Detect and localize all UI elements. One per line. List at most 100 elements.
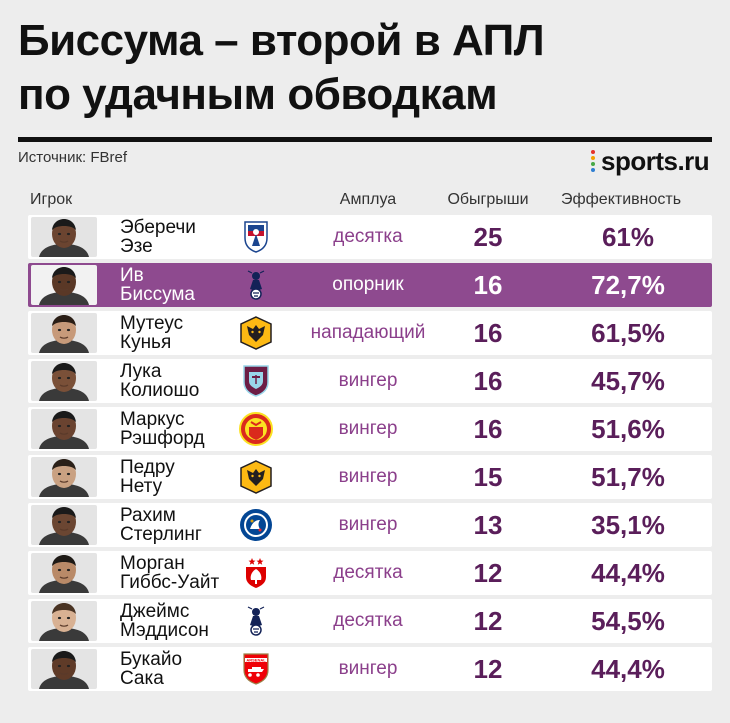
player-name: Букайо Сака xyxy=(120,650,182,688)
wolves-crest-icon xyxy=(238,459,274,495)
player-dribbles: 16 xyxy=(473,414,503,444)
player-efficiency: 44,4% xyxy=(591,558,665,588)
player-photo xyxy=(31,265,97,305)
player-last-name: Кунья xyxy=(120,332,172,353)
player-last-name: Стерлинг xyxy=(120,524,202,545)
player-dribbles: 16 xyxy=(473,366,503,396)
player-photo xyxy=(31,649,97,689)
svg-text:ARSENAL: ARSENAL xyxy=(246,657,266,662)
nottingham-forest-crest-icon xyxy=(238,555,274,591)
player-role: нападающий xyxy=(310,322,426,343)
player-efficiency: 61% xyxy=(601,222,655,252)
player-efficiency: 54,5% xyxy=(591,606,665,636)
brand-name: sports.ru xyxy=(601,145,710,176)
player-name: Джеймс Мэддисон xyxy=(120,602,209,640)
chelsea-crest-icon xyxy=(238,507,274,543)
table-row: Джеймс Мэддисон десятка 12 54,5% xyxy=(28,599,712,643)
player-name: Морган Гиббс-Уайт xyxy=(120,554,219,592)
page-title: Биссума – второй в АПЛ по удачным обводк… xyxy=(18,14,545,122)
player-efficiency: 51,6% xyxy=(591,414,665,444)
title-line-2: по удачным обводкам xyxy=(18,70,498,119)
player-dribbles: 16 xyxy=(473,318,503,348)
table-row: Морган Гиббс-Уайт десятка 12 44,4% xyxy=(28,551,712,595)
player-name: Ив Биссума xyxy=(120,266,195,304)
player-name: Педру Нету xyxy=(120,458,175,496)
arsenal-crest-icon: ARSENAL xyxy=(238,651,274,687)
player-first-name: Морган xyxy=(120,553,185,574)
table-row: Маркус Рэшфорд вингер 16 51,6% xyxy=(28,407,712,451)
player-photo xyxy=(31,457,97,497)
column-header-efficiency: Эффективность xyxy=(560,191,682,208)
player-photo xyxy=(31,361,97,401)
player-role: десятка xyxy=(333,562,403,583)
player-role: опорник xyxy=(332,274,404,295)
player-efficiency: 61,5% xyxy=(591,318,665,348)
player-last-name: Гиббс-Уайт xyxy=(120,572,220,593)
burnley-crest-icon xyxy=(238,363,274,399)
player-dribbles: 15 xyxy=(473,462,503,492)
player-photo xyxy=(31,505,97,545)
player-name: Рахим Стерлинг xyxy=(120,506,202,544)
player-dribbles: 12 xyxy=(473,558,503,588)
wolves-crest-icon xyxy=(238,315,274,351)
player-photo xyxy=(31,601,97,641)
tottenham-crest-icon xyxy=(238,603,274,639)
player-dribbles: 12 xyxy=(473,606,503,636)
player-first-name: Букайо xyxy=(120,649,183,670)
manchester-united-crest-icon xyxy=(238,411,274,447)
table-row: Букайо Сака ARSENAL вингер 12 44,4% xyxy=(28,647,712,691)
player-role: десятка xyxy=(333,226,403,247)
sports-ru-logo: sports.ru xyxy=(588,144,710,178)
player-efficiency: 35,1% xyxy=(591,510,665,540)
title-divider xyxy=(18,137,712,142)
column-header-role: Амплуа xyxy=(339,191,397,208)
player-photo xyxy=(31,553,97,593)
player-first-name: Лука xyxy=(120,361,162,382)
player-role: вингер xyxy=(338,466,398,487)
player-role: вингер xyxy=(338,514,398,535)
table-row: Мутеус Кунья нападающий 16 61,5% xyxy=(28,311,712,355)
player-role: вингер xyxy=(338,658,398,679)
player-role: вингер xyxy=(338,370,398,391)
player-dribbles: 12 xyxy=(473,654,503,684)
table-row: Эберечи Эзе десятка 25 61% xyxy=(28,215,712,259)
player-last-name: Нету xyxy=(120,476,163,497)
player-name: Эберечи Эзе xyxy=(120,218,196,256)
player-first-name: Джеймс xyxy=(120,601,190,622)
crystal-palace-crest-icon xyxy=(238,219,274,255)
player-efficiency: 45,7% xyxy=(591,366,665,396)
player-role: вингер xyxy=(338,418,398,439)
player-efficiency: 51,7% xyxy=(591,462,665,492)
player-first-name: Рахим xyxy=(120,505,176,526)
player-first-name: Эберечи xyxy=(120,217,196,238)
title-line-1: Биссума – второй в АПЛ xyxy=(18,16,545,65)
player-first-name: Ив xyxy=(120,265,144,286)
player-last-name: Колиошо xyxy=(120,380,200,401)
player-last-name: Сака xyxy=(120,668,164,689)
table-row: Педру Нету вингер 15 51,7% xyxy=(28,455,712,499)
table-row: Ив Биссума опорник 16 72,7% xyxy=(28,263,712,307)
player-last-name: Мэддисон xyxy=(120,620,209,641)
table-row: Рахим Стерлинг вингер 13 35,1% xyxy=(28,503,712,547)
player-first-name: Мутеус xyxy=(120,313,184,334)
table-row: Лука Колиошо вингер 16 45,7% xyxy=(28,359,712,403)
player-last-name: Биссума xyxy=(120,284,195,305)
player-photo xyxy=(31,409,97,449)
player-dribbles: 16 xyxy=(473,270,503,300)
logo-dots-icon xyxy=(588,146,598,176)
player-name: Лука Колиошо xyxy=(120,362,199,400)
column-header-dribbles: Обыгрыши xyxy=(447,191,529,208)
tottenham-crest-icon xyxy=(238,267,274,303)
source-label: Источник: FBref xyxy=(18,149,128,166)
player-name: Маркус Рэшфорд xyxy=(120,410,205,448)
player-efficiency: 44,4% xyxy=(591,654,665,684)
player-first-name: Педру xyxy=(120,457,175,478)
player-role: десятка xyxy=(333,610,403,631)
player-photo xyxy=(31,217,97,257)
player-dribbles: 25 xyxy=(473,222,503,252)
player-photo xyxy=(31,313,97,353)
column-header-player: Игрок xyxy=(30,191,73,208)
player-last-name: Рэшфорд xyxy=(120,428,205,449)
player-first-name: Маркус xyxy=(120,409,185,430)
player-last-name: Эзе xyxy=(120,236,153,257)
